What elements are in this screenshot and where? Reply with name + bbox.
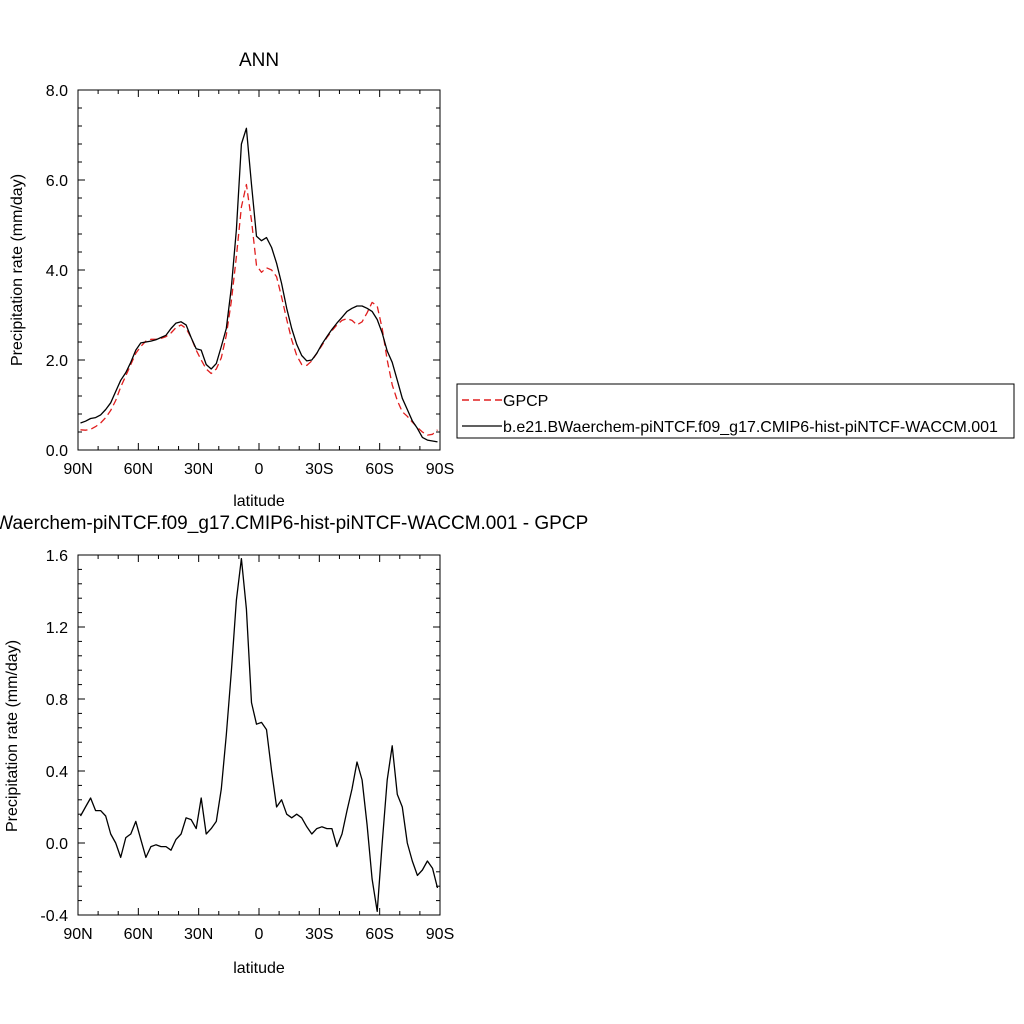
y-tick-label: 6.0 — [46, 173, 68, 190]
x-tick-label: 30N — [184, 461, 213, 478]
series-line-difference — [79, 557, 439, 913]
chart-title-difference: b.e21.BWaerchem-piNTCF.f09_g17.CMIP6-his… — [0, 513, 588, 534]
series-line-model — [80, 127, 438, 443]
y-tick-label: 4.0 — [46, 263, 68, 280]
plot-frame — [77, 554, 441, 916]
x-tick-label: 60S — [365, 461, 393, 478]
x-tick-label: 60S — [365, 926, 393, 943]
x-tick-label: 0 — [255, 461, 264, 478]
x-tick-label: 90S — [426, 461, 454, 478]
legend-label-gpcp: GPCP — [503, 393, 548, 410]
x-tick-label: 90N — [63, 461, 92, 478]
chart-panel-difference: b.e21.BWaerchem-piNTCF.f09_g17.CMIP6-his… — [0, 513, 588, 977]
y-tick-label: 1.6 — [46, 548, 68, 565]
x-tick-label: 0 — [255, 926, 264, 943]
y-tick-label: 0.0 — [46, 443, 68, 460]
x-axis-label-difference: latitude — [233, 960, 285, 977]
x-tick-label: 30N — [184, 926, 213, 943]
legend-label-model: b.e21.BWaerchem-piNTCF.f09_g17.CMIP6-his… — [503, 419, 998, 436]
x-axis-label: latitude — [233, 493, 285, 510]
x-tick-label: 90S — [426, 926, 454, 943]
plot-area: 90N 60N 30N 0 30S 60S 90S 0.0 2.0 4.0 6.0 8.0 — [46, 83, 454, 478]
x-tick-label: 90N — [63, 926, 92, 943]
series-line-gpcp — [80, 183, 438, 436]
plot-frame — [77, 89, 441, 451]
chart-title: ANN — [239, 50, 279, 71]
y-axis-label-difference: Precipitation rate (mm/day) — [4, 640, 21, 832]
y-tick-label: 0.4 — [46, 764, 68, 781]
y-axis-label: Precipitation rate (mm/day) — [9, 174, 26, 366]
x-tick-label: 60N — [124, 461, 153, 478]
plot-area-difference: 90N 60N 30N 0 30S 60S 90S -0.4 0.0 0.4 0.8 1.2 1.6 — [40, 548, 454, 943]
x-tick-label: 30S — [305, 461, 333, 478]
chart-panel-annual: ANN latitude Precipitation rate (mm/day)… — [9, 50, 454, 510]
y-tick-label: 1.2 — [46, 620, 68, 637]
y-tick-label: 2.0 — [46, 353, 68, 370]
legend-box — [456, 383, 1015, 439]
legend: GPCP b.e21.BWaerchem-piNTCF.f09_g17.CMIP… — [456, 383, 1015, 439]
y-tick-label: 0.8 — [46, 692, 68, 709]
y-tick-label: 0.0 — [46, 836, 68, 853]
x-tick-label: 30S — [305, 926, 333, 943]
y-tick-label: -0.4 — [40, 908, 68, 925]
x-tick-label: 60N — [124, 926, 153, 943]
y-tick-label: 8.0 — [46, 83, 68, 100]
